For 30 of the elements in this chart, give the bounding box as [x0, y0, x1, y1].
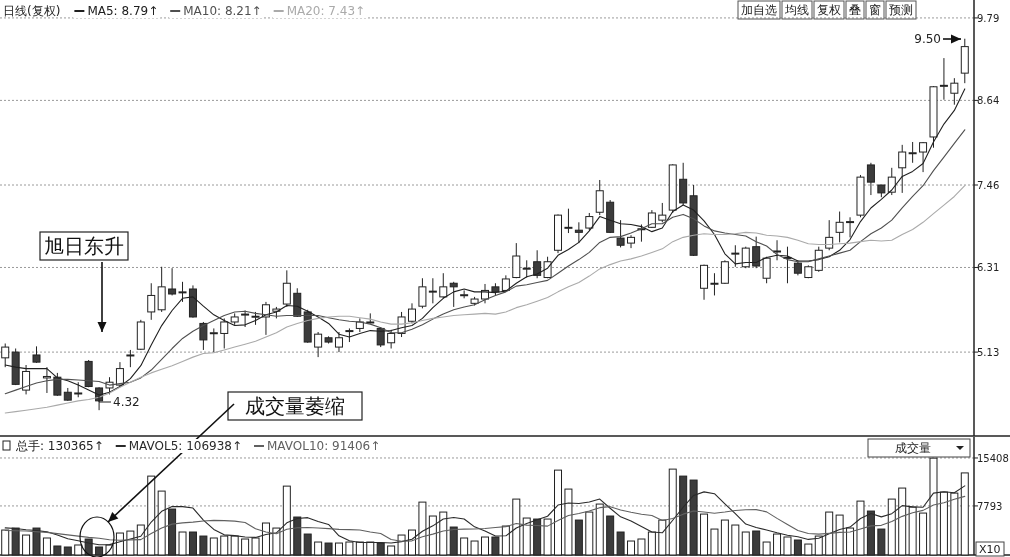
legend-label: MA10: 8.21↑ [183, 4, 262, 18]
legend-label: MA20: 7.43↑ [286, 4, 366, 18]
legend-label: MA5: 8.79↑ [87, 4, 159, 18]
annotation: 成交量 [895, 441, 931, 455]
annotation: 叠 [849, 3, 861, 17]
annotation: 均线 [784, 3, 809, 17]
annotation: 预测 [889, 3, 913, 17]
y-tick-label: 5.13 [977, 347, 1000, 359]
line-series [4, 185, 966, 414]
y-tick-label: 7793 [977, 500, 1003, 512]
legend-item: 总手: 130365↑ [2, 439, 106, 453]
ylabel: X10 [975, 541, 1005, 557]
annotation: 4.32 [113, 395, 140, 409]
annotation: 成交量萎缩 [245, 394, 345, 418]
legend-item: MA20: 7.43↑ [272, 4, 368, 18]
y-tick-label: 7.46 [977, 180, 1000, 192]
y-axis-title: X10 [979, 543, 1001, 556]
legend-item: MA5: 8.79↑ [73, 4, 161, 18]
y-tick-label: 15408 [977, 452, 1009, 464]
y-tick-label: 6.31 [977, 262, 1000, 274]
legend-item: MA10: 8.21↑ [169, 4, 264, 18]
y-tick-label: 9.79 [977, 12, 1000, 24]
annotation: 9.50 [914, 32, 941, 46]
annotation: 窗 [869, 3, 881, 17]
annotation: 复权 [817, 3, 841, 17]
annotation: 旭日东升 [44, 234, 124, 258]
annotation: 加自选 [741, 3, 777, 17]
y-tick-label: 8.64 [977, 95, 1000, 107]
chart-title: 日线(复权) [3, 4, 61, 18]
legend-item: MAVOL10: 91406↑ [253, 439, 383, 453]
